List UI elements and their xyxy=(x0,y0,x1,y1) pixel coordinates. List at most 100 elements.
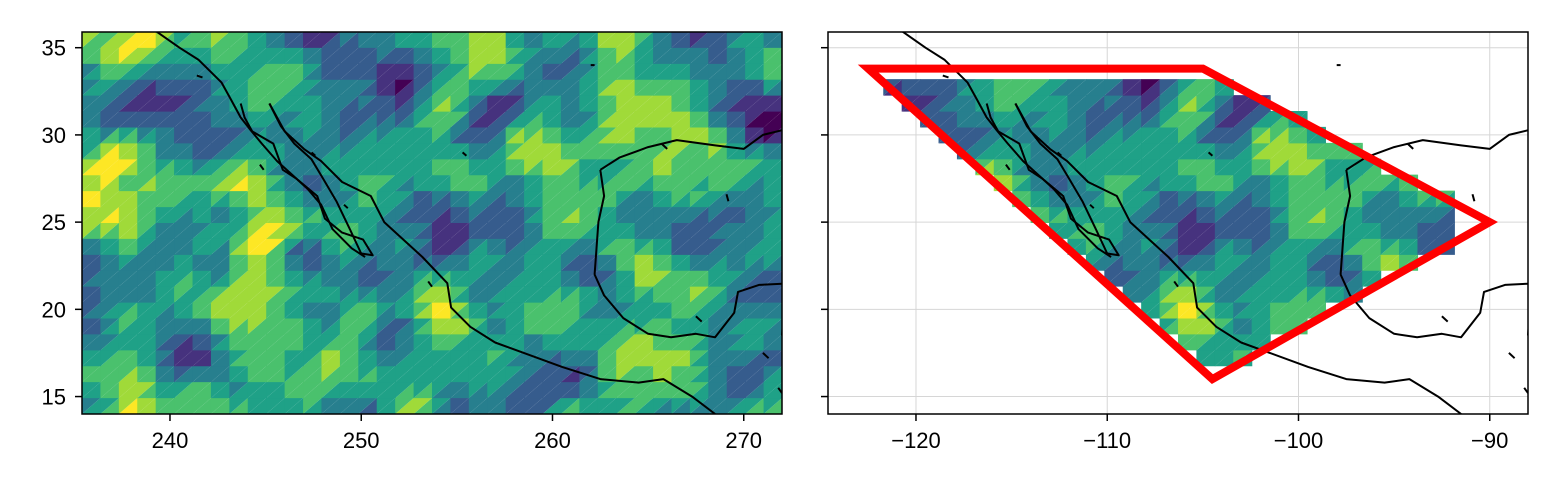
contour-cell xyxy=(395,110,415,128)
contour-cell xyxy=(763,302,782,319)
contour-cell xyxy=(1085,95,1105,112)
contour-cell xyxy=(726,349,746,367)
contour-cell xyxy=(1178,79,1198,96)
contour-cell xyxy=(653,32,672,48)
contour-cell xyxy=(100,63,120,80)
contour-cell xyxy=(284,110,304,128)
contour-cell xyxy=(376,95,396,112)
contour-cell xyxy=(137,286,157,303)
contour-cell xyxy=(1196,254,1216,271)
contour-cell xyxy=(745,32,764,48)
contour-cell xyxy=(708,158,728,176)
contour-cell xyxy=(1030,190,1050,208)
contour-cell xyxy=(266,397,286,414)
contour-cell xyxy=(450,317,470,335)
contour-cell xyxy=(1122,174,1142,192)
contour-cell xyxy=(339,158,359,176)
contour-cell xyxy=(192,301,212,319)
contour-cell xyxy=(155,47,175,64)
contour-cell xyxy=(1343,238,1363,255)
contour-cell xyxy=(1067,142,1087,160)
contour-cell xyxy=(579,381,599,399)
contour-cell xyxy=(1288,301,1308,319)
contour-cell xyxy=(956,126,976,144)
contour-cell xyxy=(100,142,120,160)
contour-cell xyxy=(938,126,958,144)
contour-cell xyxy=(82,79,102,96)
contour-cell xyxy=(1104,222,1124,239)
contour-cell xyxy=(1141,142,1161,160)
contour-cell xyxy=(763,286,782,303)
contour-cell xyxy=(653,365,673,383)
contour-cell xyxy=(524,110,544,128)
contour-cell xyxy=(1122,174,1142,192)
contour-cell xyxy=(1288,222,1308,239)
contour-cell xyxy=(597,63,617,80)
right-x-tick-label: −100 xyxy=(1274,428,1324,453)
contour-cell xyxy=(1085,110,1105,128)
contour-cell xyxy=(1178,95,1198,112)
contour-cell xyxy=(634,397,654,414)
contour-cell xyxy=(303,270,323,287)
contour-cell xyxy=(82,381,102,399)
contour-cell xyxy=(82,206,102,223)
contour-cell xyxy=(137,222,157,239)
contour-cell xyxy=(579,110,599,128)
contour-cell xyxy=(192,95,212,112)
contour-cell xyxy=(745,317,765,335)
contour-cell xyxy=(975,142,995,160)
contour-cell xyxy=(653,158,673,176)
contour-cell xyxy=(468,63,488,80)
contour-cell xyxy=(284,47,304,64)
contour-cell xyxy=(689,381,709,399)
contour-cell xyxy=(192,32,211,48)
contour-cell xyxy=(671,95,691,112)
contour-cell xyxy=(689,365,709,383)
contour-cell xyxy=(524,254,544,271)
contour-cell xyxy=(634,365,654,383)
contour-cell xyxy=(210,381,230,399)
contour-cell xyxy=(192,126,212,144)
contour-cell xyxy=(689,349,709,367)
contour-cell xyxy=(1049,95,1069,112)
contour-cell xyxy=(1178,286,1198,303)
contour-cell xyxy=(634,142,654,160)
contour-cell xyxy=(975,142,995,160)
coastline xyxy=(196,74,203,79)
contour-cell xyxy=(303,254,323,271)
contour-cell xyxy=(100,47,120,64)
contour-cell xyxy=(579,63,599,80)
contour-cell xyxy=(174,381,194,399)
contour-cell xyxy=(671,365,691,383)
contour-cell xyxy=(763,79,782,96)
contour-cell xyxy=(745,47,765,64)
contour-cell xyxy=(303,190,323,208)
contour-cell xyxy=(1012,174,1032,192)
contour-cell xyxy=(266,32,285,48)
contour-cell xyxy=(1214,254,1234,271)
contour-cell xyxy=(82,142,102,160)
contour-cell xyxy=(597,190,617,208)
contour-cell xyxy=(82,126,102,144)
contour-cell xyxy=(210,190,230,208)
contour-cell xyxy=(229,365,249,383)
contour-cell xyxy=(174,110,194,128)
contour-cell xyxy=(1012,174,1032,192)
contour-cell xyxy=(192,397,212,414)
contour-cell xyxy=(708,190,728,208)
contour-cell xyxy=(1270,254,1290,271)
contour-cell xyxy=(192,333,212,351)
contour-cell xyxy=(745,222,765,239)
contour-cell xyxy=(1122,222,1142,239)
contour-cell xyxy=(1049,95,1069,112)
contour-cell xyxy=(229,397,249,414)
contour-cell xyxy=(1288,142,1308,160)
contour-cell xyxy=(653,301,673,319)
contour-cell xyxy=(745,301,765,319)
contour-cell xyxy=(653,47,673,64)
contour-cell xyxy=(975,126,995,144)
contour-cell xyxy=(229,174,249,192)
contour-cell xyxy=(1067,110,1087,128)
contour-cell xyxy=(763,127,782,144)
contour-cell xyxy=(616,63,636,80)
